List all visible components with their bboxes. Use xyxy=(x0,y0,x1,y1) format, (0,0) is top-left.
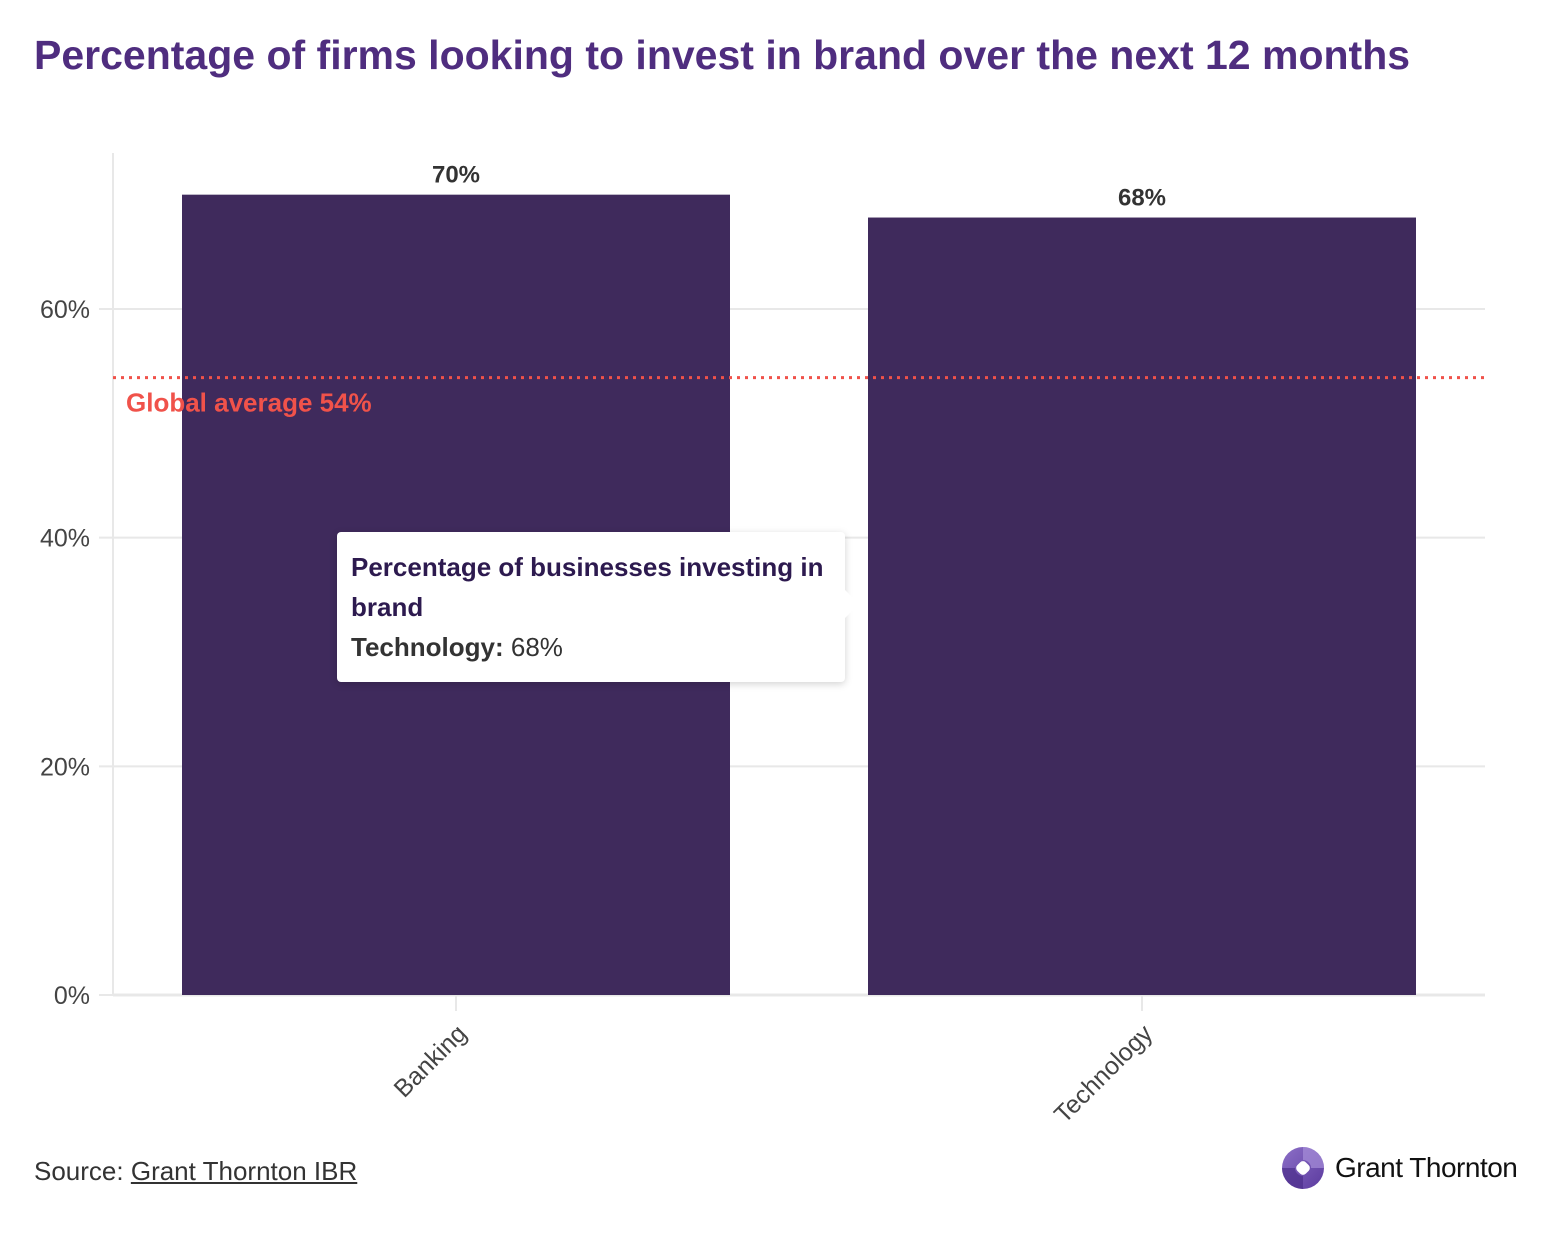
reference-line-group: Global average 54% xyxy=(113,376,1485,418)
data-label: 68% xyxy=(1118,185,1166,212)
tooltip-title: Percentage of businesses investing in br… xyxy=(351,552,824,622)
tooltip: Percentage of businesses investing in br… xyxy=(337,532,859,682)
x-tick-label: Banking xyxy=(389,1019,473,1103)
y-tick-label: 60% xyxy=(40,296,90,324)
chart-title: Percentage of firms looking to invest in… xyxy=(34,32,1411,78)
source-link[interactable]: Grant Thornton IBR xyxy=(130,1156,358,1186)
grant-thornton-logo: Grant Thornton xyxy=(1281,1146,1518,1190)
global-average-label: Global average 54% xyxy=(126,388,372,418)
source-note: Source: Grant Thornton IBR xyxy=(34,1156,357,1187)
x-tick-label: Technology xyxy=(1049,1019,1159,1129)
y-tick-label: 0% xyxy=(54,982,90,1010)
grant-thornton-logo-icon xyxy=(1282,1147,1324,1189)
tooltip-value: 68% xyxy=(510,632,563,662)
tooltip-category: Technology: xyxy=(351,632,504,662)
y-tick-label: 40% xyxy=(40,525,90,553)
logo-text: Grant Thornton xyxy=(1335,1152,1518,1183)
source-prefix: Source: xyxy=(34,1156,124,1186)
data-label: 70% xyxy=(432,162,480,189)
y-tick-label: 20% xyxy=(40,753,90,781)
bar-technology[interactable] xyxy=(868,217,1416,996)
